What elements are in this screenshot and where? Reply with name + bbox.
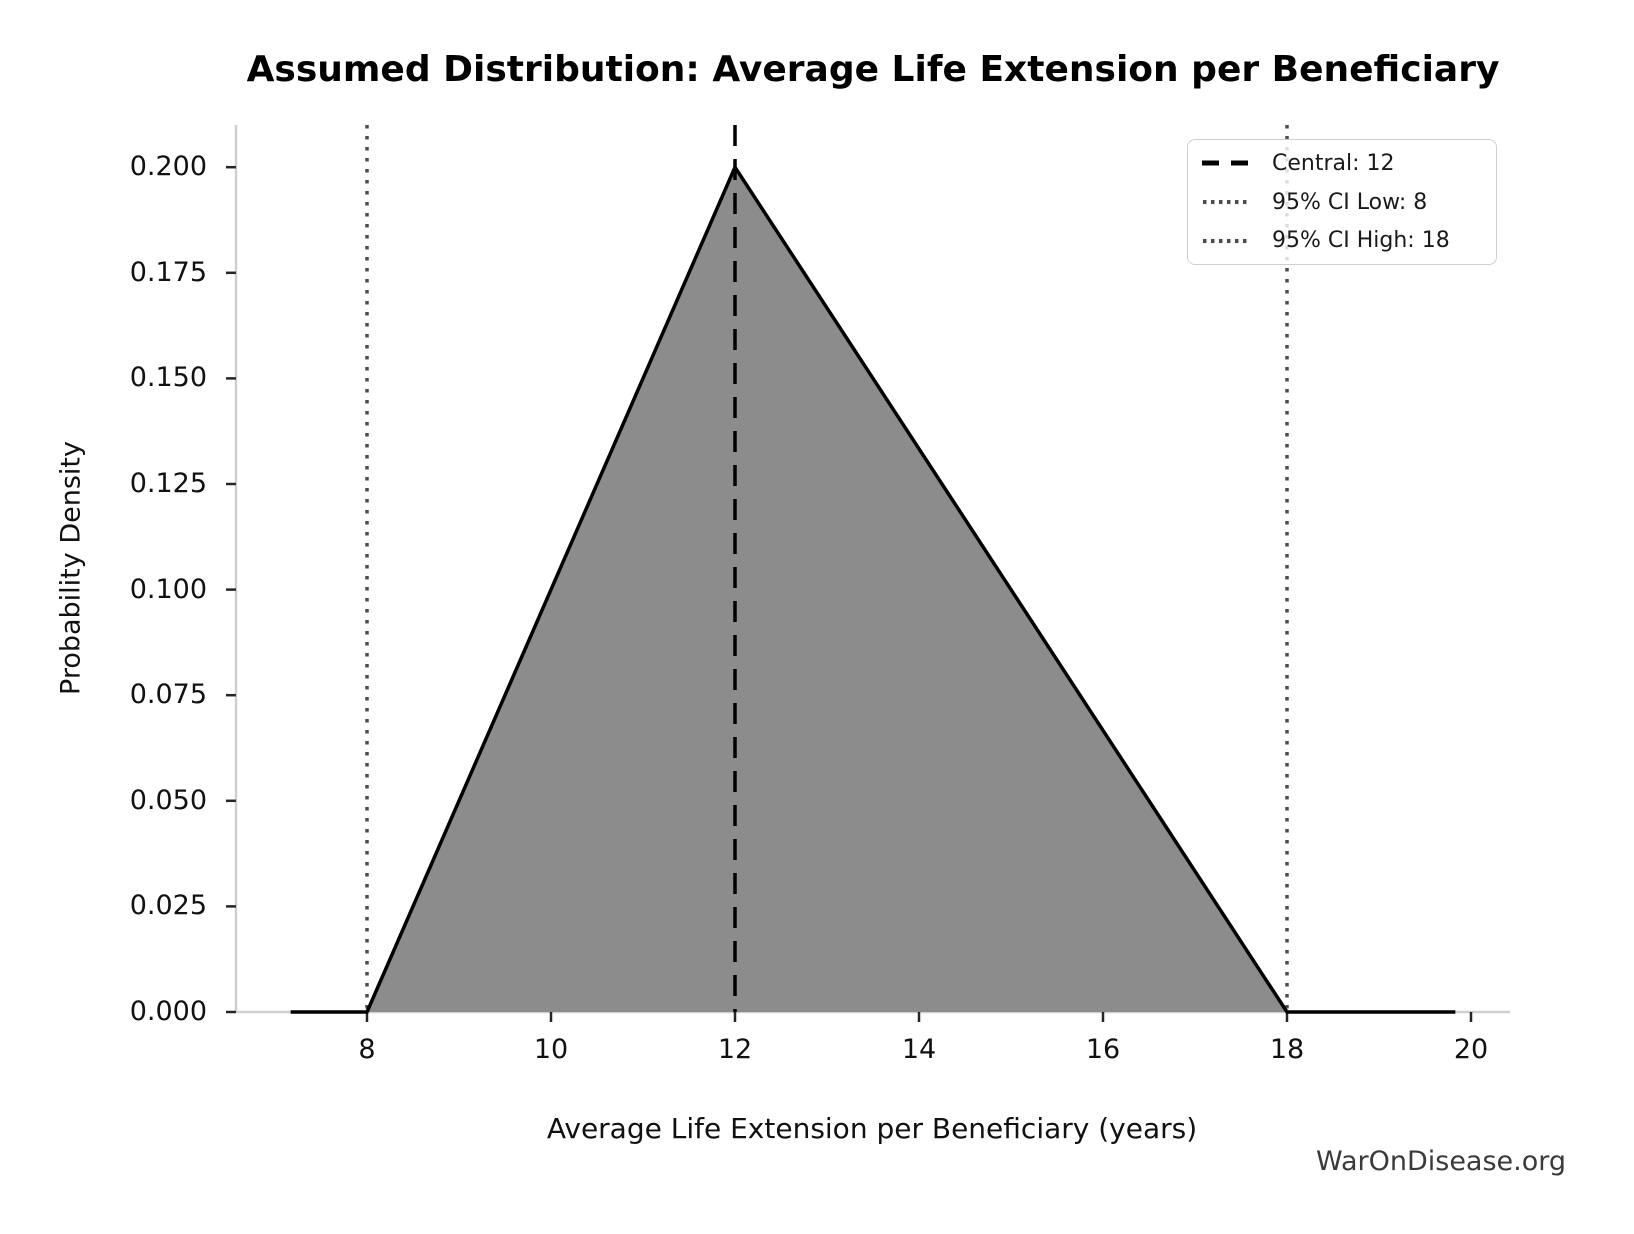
dotted-line-icon: [1203, 200, 1250, 204]
chart-title: Assumed Distribution: Average Life Exten…: [246, 49, 1500, 90]
x-tick-label: 14: [901, 1034, 937, 1065]
y-axis-label: Probability Density: [55, 441, 87, 695]
y-tick-label: 0.075: [129, 679, 207, 711]
dashed-line-icon: [1202, 160, 1250, 166]
legend-item-central: Central: 12: [1202, 144, 1482, 183]
x-tick-label: 18: [1269, 1034, 1305, 1065]
y-tick-label: 0.150: [129, 362, 207, 394]
y-tick-label: 0.000: [129, 996, 207, 1027]
watermark-text: WarOnDisease.org: [1315, 1146, 1567, 1177]
legend-label: 95% CI High: 18: [1272, 228, 1450, 254]
legend-item-ci-high: 95% CI High: 18: [1202, 221, 1482, 260]
legend-label: 95% CI Low: 8: [1272, 189, 1428, 215]
legend-label: Central: 12: [1272, 150, 1395, 176]
pdf-fill: [367, 167, 1287, 1012]
legend-item-ci-low: 95% CI Low: 8: [1202, 183, 1482, 222]
y-tick-label: 0.125: [129, 468, 207, 499]
x-axis-label: Average Life Extension per Beneficiary (…: [546, 1112, 1198, 1145]
y-tick-label: 0.200: [129, 151, 207, 183]
y-tick-label: 0.050: [129, 784, 207, 816]
x-tick-label: 20: [1453, 1034, 1489, 1065]
y-tick-label: 0.100: [129, 573, 207, 605]
dotted-line-icon: [1203, 238, 1250, 243]
y-tick-label: 0.175: [129, 256, 207, 288]
x-tick-label: 8: [358, 1034, 376, 1065]
x-tick-label: 12: [717, 1034, 753, 1065]
x-tick-label: 10: [533, 1034, 569, 1065]
legend: Central: 12 95% CI Low: 8 95% CI High: 1…: [1187, 139, 1497, 265]
y-tick-label: 0.025: [129, 890, 207, 922]
x-tick-label: 16: [1085, 1034, 1121, 1065]
